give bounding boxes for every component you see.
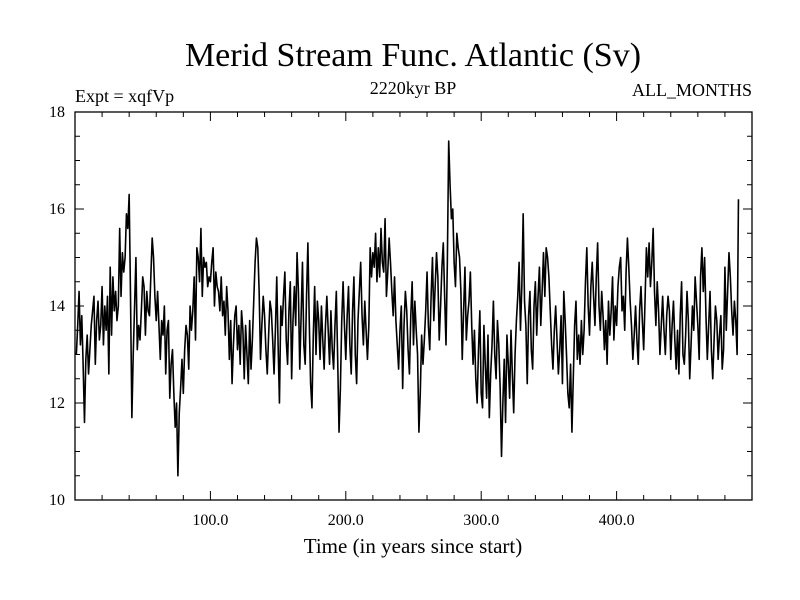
y-tick-label: 14 <box>49 298 65 315</box>
chart-title: Merid Stream Func. Atlantic (Sv) <box>185 37 641 74</box>
y-tick-label: 10 <box>49 492 65 509</box>
x-axis-label: Time (in years since start) <box>304 534 523 558</box>
y-tick-label: 18 <box>49 104 65 121</box>
series-line <box>75 140 740 477</box>
months-label: ALL_MONTHS <box>632 80 752 100</box>
y-tick-label: 16 <box>49 201 65 218</box>
x-tick-label: 200.0 <box>328 512 364 529</box>
axis-ticks <box>75 111 752 501</box>
x-tick-label: 300.0 <box>463 512 499 529</box>
x-tick-label: 100.0 <box>192 512 228 529</box>
y-tick-label: 12 <box>49 395 65 412</box>
experiment-label: Expt = xqfVp <box>75 86 174 106</box>
x-tick-label: 400.0 <box>599 512 635 529</box>
period-label: 2220kyr BP <box>370 78 457 98</box>
plot-frame <box>74 111 753 501</box>
axis-tick-labels: 100.0 200.0 300.0 400.0 10 12 14 16 18 <box>49 104 635 529</box>
